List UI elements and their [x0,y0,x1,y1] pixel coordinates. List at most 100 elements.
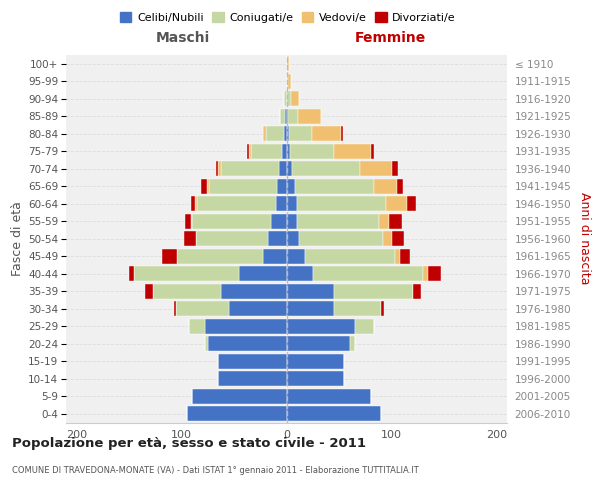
Bar [184,232,196,246]
Bar [287,354,344,368]
Bar [287,56,289,71]
Bar [349,336,355,351]
Bar [287,336,349,351]
Bar [145,284,153,298]
Bar [189,319,205,334]
Bar [290,144,334,158]
Bar [297,214,379,228]
Bar [174,302,176,316]
Bar [287,196,297,211]
Bar [191,196,195,211]
Bar [177,249,263,264]
Bar [305,249,395,264]
Bar [277,179,287,194]
Bar [386,196,407,211]
Bar [383,232,392,246]
Bar [283,144,287,158]
Bar [381,302,384,316]
Bar [287,232,299,246]
Bar [287,162,292,176]
Bar [289,126,312,141]
Bar [279,162,287,176]
Bar [263,249,287,264]
Bar [206,179,209,194]
Bar [197,196,276,211]
Bar [249,144,251,158]
Bar [195,196,197,211]
Y-axis label: Fasce di età: Fasce di età [11,202,24,276]
Bar [312,126,341,141]
Bar [205,319,287,334]
Bar [284,92,287,106]
Bar [395,249,400,264]
Bar [187,406,287,421]
Bar [423,266,428,281]
Bar [216,162,218,176]
Bar [397,179,403,194]
Bar [287,406,381,421]
Bar [209,179,277,194]
Bar [161,249,177,264]
Bar [287,179,295,194]
Bar [313,266,423,281]
Bar [153,284,221,298]
Bar [287,284,334,298]
Bar [218,354,287,368]
Bar [287,74,290,88]
Bar [428,266,441,281]
Bar [287,302,334,316]
Bar [280,109,286,124]
Bar [192,389,287,404]
Bar [287,249,305,264]
Bar [355,319,374,334]
Bar [129,266,134,281]
Bar [208,336,287,351]
Bar [334,302,381,316]
Bar [185,214,191,228]
Bar [268,232,287,246]
Bar [290,92,299,106]
Bar [229,302,287,316]
Bar [218,162,221,176]
Bar [334,144,371,158]
Text: Femmine: Femmine [355,30,426,44]
Bar [287,319,355,334]
Bar [287,372,344,386]
Bar [400,249,410,264]
Bar [176,302,229,316]
Bar [287,126,289,141]
Bar [284,126,287,141]
Bar [287,144,290,158]
Bar [263,126,265,141]
Bar [205,336,208,351]
Bar [379,214,389,228]
Bar [271,214,287,228]
Bar [292,162,360,176]
Bar [374,179,397,194]
Bar [202,179,206,194]
Legend: Celibi/Nubili, Coniugati/e, Vedovi/e, Divorziati/e: Celibi/Nubili, Coniugati/e, Vedovi/e, Di… [116,8,460,28]
Text: Maschi: Maschi [156,30,210,44]
Bar [287,92,290,106]
Bar [221,162,279,176]
Bar [413,284,421,298]
Bar [286,109,287,124]
Bar [251,144,283,158]
Y-axis label: Anni di nascita: Anni di nascita [578,192,591,285]
Bar [191,214,192,228]
Bar [287,109,298,124]
Bar [221,284,287,298]
Text: COMUNE DI TRAVEDONA-MONATE (VA) - Dati ISTAT 1° gennaio 2011 - Elaborazione TUTT: COMUNE DI TRAVEDONA-MONATE (VA) - Dati I… [12,466,419,475]
Bar [134,266,239,281]
Bar [287,389,371,404]
Bar [218,372,287,386]
Bar [276,196,287,211]
Bar [247,144,249,158]
Bar [196,232,268,246]
Bar [392,232,404,246]
Bar [392,162,398,176]
Bar [295,179,374,194]
Bar [239,266,287,281]
Bar [371,144,374,158]
Bar [287,266,313,281]
